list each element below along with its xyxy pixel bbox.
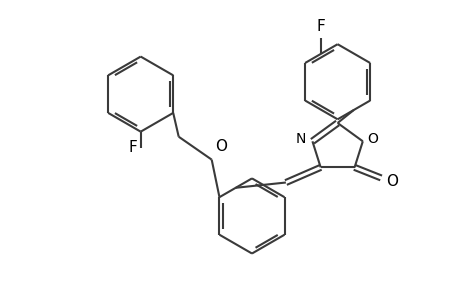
Text: O: O: [385, 174, 397, 189]
Text: N: N: [296, 133, 306, 146]
Text: F: F: [128, 140, 137, 155]
Text: F: F: [316, 20, 325, 34]
Text: O: O: [215, 139, 227, 154]
Text: O: O: [367, 133, 377, 146]
